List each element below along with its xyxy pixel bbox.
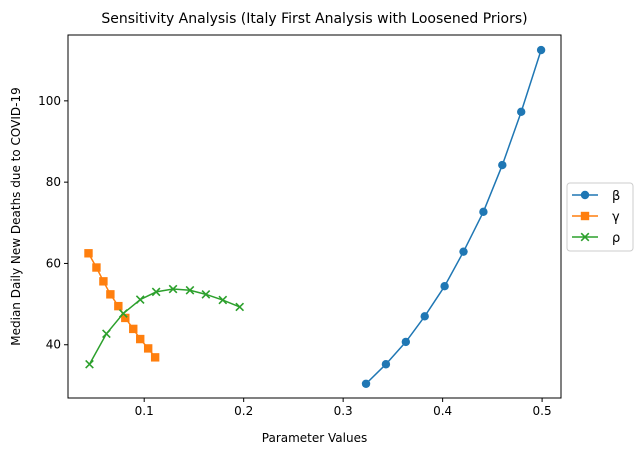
series-beta [361,45,546,388]
data-point-gamma [114,301,123,311]
chart-title: Sensitivity Analysis (Italy First Analys… [101,11,527,27]
data-point-rho [151,287,161,297]
series-line-beta [365,49,542,385]
y-axis-label: Median Daily New Deaths due to COVID-19 [9,87,23,345]
data-point-rho [102,329,111,339]
data-point-gamma [84,249,93,258]
y-tick-label: 100 [38,94,61,108]
y-tick-label: 60 [46,256,61,270]
data-point-gamma [106,290,115,299]
legend-item-gamma: γ [572,210,620,225]
data-point-beta [361,379,371,388]
data-point-beta [498,160,507,170]
x-tick-label: 0.2 [234,404,253,418]
series-line-rho [88,288,240,365]
data-point-beta [459,247,468,256]
data-point-beta [479,207,488,217]
x-tick-label: 0.1 [135,404,154,418]
y-tick-label: 80 [46,175,61,189]
legend-marker-rho [580,232,590,242]
series-gamma [84,249,160,362]
legend-label-gamma: γ [612,210,620,225]
data-point-beta [517,107,526,117]
data-point-rho [168,284,178,294]
plot-frame [67,34,562,399]
y-tick-label: 40 [46,338,61,352]
series-rho [85,284,245,369]
data-point-rho [185,285,195,295]
x-tick-label: 0.5 [533,404,552,418]
data-point-rho [201,289,211,299]
legend-item-beta: β [572,189,620,204]
legend-marker-gamma [580,211,590,221]
legend-marker-beta [580,190,590,200]
data-point-rho [218,295,228,305]
data-point-gamma [129,324,138,334]
data-point-rho [85,359,94,369]
legend-box [566,182,634,252]
data-point-gamma [99,277,108,286]
data-point-gamma [143,344,153,353]
data-point-beta [536,45,546,55]
legend-label-beta: β [612,189,620,204]
legend-item-rho: ρ [572,231,620,246]
data-point-gamma [150,353,160,362]
data-point-rho [118,309,128,318]
data-point-rho [135,295,145,304]
data-point-beta [381,360,391,369]
data-point-gamma [92,263,101,272]
legend: βγρ [566,182,634,252]
data-point-gamma [121,313,130,323]
x-axis-label: Parameter Values [262,431,367,445]
data-point-gamma [136,334,145,344]
data-point-beta [401,337,411,347]
data-point-beta [440,282,449,291]
x-tick-label: 0.3 [334,404,353,418]
data-point-rho [235,302,245,312]
data-point-beta [420,312,429,321]
legend-label-rho: ρ [612,231,620,246]
x-tick-label: 0.4 [433,404,452,418]
